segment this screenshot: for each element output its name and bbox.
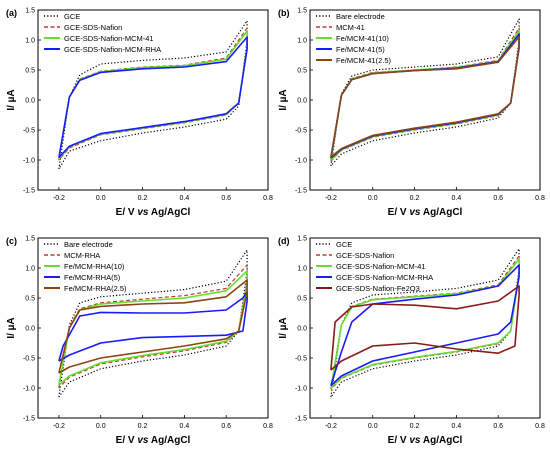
x-tick-label: 0.8 xyxy=(263,195,273,202)
x-tick-label: 0.6 xyxy=(493,195,503,202)
chart-panel-1: (a) -0.2 0.0 0.2 0.4 0.6 0.8 -1.5 -1.0 -0.5 0.0 0.5… xyxy=(6,8,273,219)
x-tick-label: 0.2 xyxy=(138,195,148,202)
x-tick-label: 0.0 xyxy=(368,195,378,202)
legend-label: GCE xyxy=(64,12,80,21)
series-line-3 xyxy=(58,270,248,386)
x-tick-label: 0.0 xyxy=(96,195,106,202)
panel-label: (b) xyxy=(278,8,290,18)
legend-label: MCM-RHA xyxy=(64,251,100,260)
y-axis-label: I/ µA xyxy=(278,89,289,110)
y-tick-label: 1.5 xyxy=(297,8,307,15)
legend-label: Fe/MCM-41(10) xyxy=(336,34,389,43)
legend-label: GCE xyxy=(336,240,352,249)
series-line-1 xyxy=(58,249,248,398)
y-tick-label: -1.5 xyxy=(295,416,307,423)
y-tick-label: 1.0 xyxy=(25,266,35,273)
legend-label: GCE-SDS-Nafion xyxy=(64,23,122,32)
legend-label: Bare electrode xyxy=(336,12,385,21)
series-line-5 xyxy=(330,285,520,371)
x-tick-label: 0.4 xyxy=(451,423,461,430)
legend-label: GCE-SDS-Nafion-Fe2O3 xyxy=(336,284,420,293)
y-tick-label: 0.0 xyxy=(25,326,35,333)
x-tick-label: 0.0 xyxy=(96,423,106,430)
x-tick-label: 0.6 xyxy=(493,423,503,430)
y-tick-label: 0.5 xyxy=(25,68,35,75)
y-tick-label: -1.0 xyxy=(295,386,307,393)
y-tick-label: 1.5 xyxy=(25,236,35,243)
chart-panel-3: (c) -0.2 0.0 0.2 0.4 0.6 0.8 -1.5 -1.0 -0.5 0.0 0.5… xyxy=(6,236,273,447)
y-tick-label: 1.0 xyxy=(297,266,307,273)
legend-label: Fe/MCM-41(2.5) xyxy=(336,56,392,65)
legend-label: GCE-SDS-Nafion-MCM-41 xyxy=(64,34,154,43)
x-tick-label: 0.4 xyxy=(179,195,189,202)
series-line-1 xyxy=(330,248,520,398)
x-tick-label: -0.2 xyxy=(325,195,337,202)
y-tick-label: 1.0 xyxy=(297,38,307,45)
panel-label: (c) xyxy=(6,236,17,246)
legend-label: Fe/MCM-RHA(2.5) xyxy=(64,284,127,293)
legend-label: GCE-SDS-Nafion xyxy=(336,251,394,260)
legend-label: GCE-SDS-Nafion-MCM-RHA xyxy=(336,273,433,282)
x-tick-label: 0.6 xyxy=(221,195,231,202)
y-tick-label: 1.5 xyxy=(25,8,35,15)
panel-label: (d) xyxy=(278,236,290,246)
y-tick-label: -0.5 xyxy=(295,128,307,135)
x-tick-label: 0.8 xyxy=(535,195,545,202)
y-tick-label: -1.0 xyxy=(23,386,35,393)
x-tick-label: -0.2 xyxy=(325,423,337,430)
x-axis-label: E/ V vs Ag/AgCl xyxy=(116,435,191,446)
series-line-4 xyxy=(58,36,248,159)
x-axis-label: E/ V vs Ag/AgCl xyxy=(116,207,191,218)
series-line-4 xyxy=(330,264,520,387)
x-tick-label: 0.2 xyxy=(138,423,148,430)
y-tick-label: 0.0 xyxy=(297,326,307,333)
y-tick-label: -0.5 xyxy=(23,128,35,135)
x-tick-label: -0.2 xyxy=(53,195,65,202)
x-tick-label: 0.4 xyxy=(451,195,461,202)
y-tick-label: -1.5 xyxy=(23,416,35,423)
y-tick-label: -1.0 xyxy=(23,158,35,165)
y-tick-label: 0.0 xyxy=(297,98,307,105)
legend-label: Bare electrode xyxy=(64,240,113,249)
panel-label: (a) xyxy=(6,8,17,18)
x-tick-label: 0.4 xyxy=(179,423,189,430)
y-tick-label: 1.0 xyxy=(25,38,35,45)
legend-label: Fe/MCM-RHA(5) xyxy=(64,273,121,282)
y-tick-label: -1.5 xyxy=(23,188,35,195)
legend-label: Fe/MCM-41(5) xyxy=(336,45,385,54)
legend-label: MCM-41 xyxy=(336,23,365,32)
series-line-5 xyxy=(330,36,520,158)
x-tick-label: 0.2 xyxy=(410,195,420,202)
x-tick-label: 0.2 xyxy=(410,423,420,430)
y-axis-label: I/ µA xyxy=(278,317,289,338)
x-tick-label: -0.2 xyxy=(53,423,65,430)
x-tick-label: 0.8 xyxy=(535,423,545,430)
legend-label: GCE-SDS-Nafion-MCM-41 xyxy=(336,262,426,271)
y-tick-label: 0.5 xyxy=(297,296,307,303)
legend-label: GCE-SDS-Nafion-MCM-RHA xyxy=(64,45,161,54)
chart-panel-4: (d) -0.2 0.0 0.2 0.4 0.6 0.8 -1.5 -1.0 -0.5 0.0 0.5… xyxy=(278,236,545,447)
y-axis-label: I/ µA xyxy=(6,89,17,110)
x-axis-label: E/ V vs Ag/AgCl xyxy=(388,435,463,446)
y-tick-label: -0.5 xyxy=(23,356,35,363)
y-tick-label: -1.5 xyxy=(295,188,307,195)
x-tick-label: 0.0 xyxy=(368,423,378,430)
y-tick-label: 0.0 xyxy=(25,98,35,105)
series-line-5 xyxy=(58,279,248,374)
y-tick-label: -1.0 xyxy=(295,158,307,165)
y-axis-label: I/ µA xyxy=(6,317,17,338)
legend-label: Fe/MCM-RHA(10) xyxy=(64,262,125,271)
y-tick-label: 1.5 xyxy=(297,236,307,243)
y-tick-label: 0.5 xyxy=(297,68,307,75)
y-tick-label: -0.5 xyxy=(295,356,307,363)
x-axis-label: E/ V vs Ag/AgCl xyxy=(388,207,463,218)
x-tick-label: 0.6 xyxy=(221,423,231,430)
chart-panel-2: (b) -0.2 0.0 0.2 0.4 0.6 0.8 -1.5 -1.0 -0.5 0.0 0.5… xyxy=(278,8,545,219)
y-tick-label: 0.5 xyxy=(25,296,35,303)
x-tick-label: 0.8 xyxy=(263,423,273,430)
series-line-1 xyxy=(58,20,248,170)
